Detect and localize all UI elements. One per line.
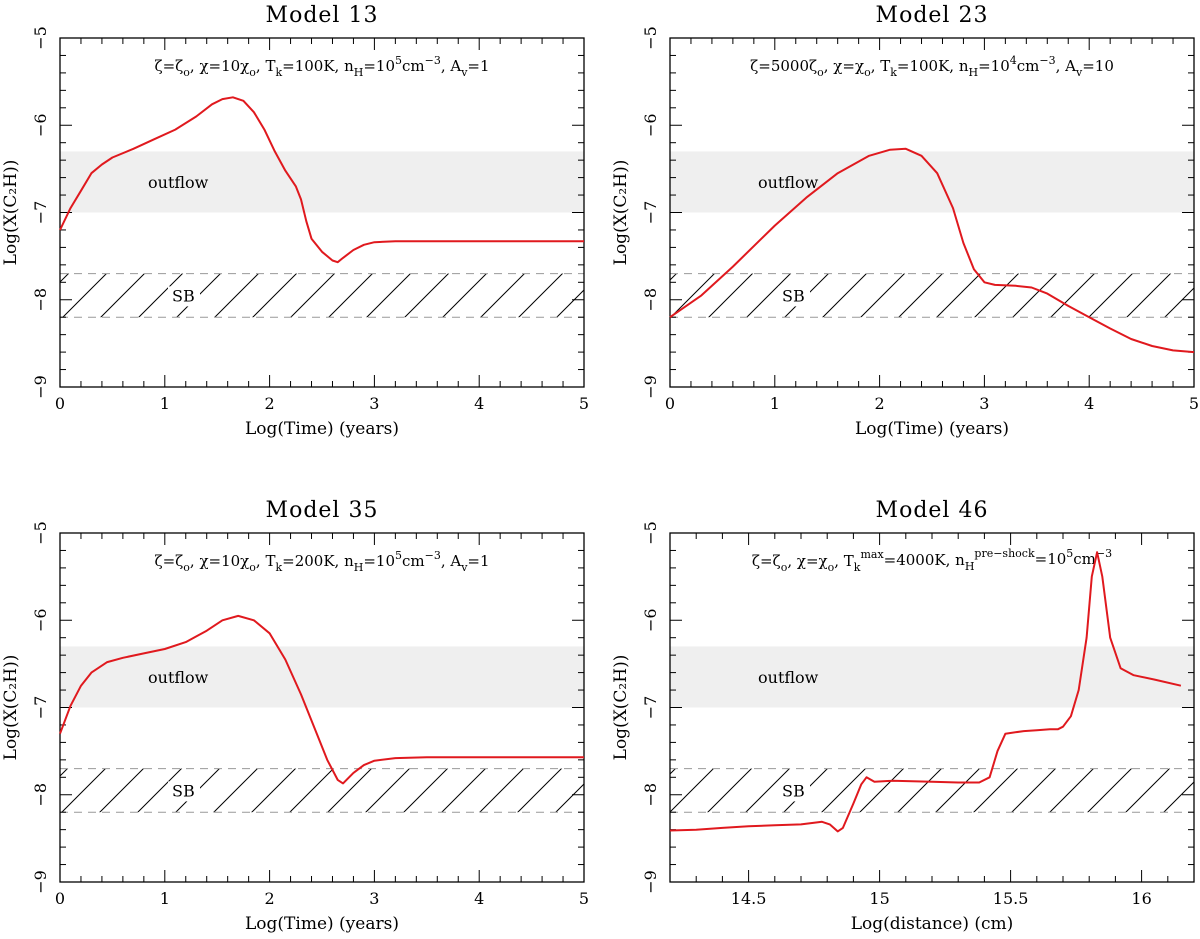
x-axis-label: Log(Time) (years) (245, 914, 399, 934)
y-tick-label: −6 (641, 113, 660, 137)
y-axis-label: Log(X(C₂H)) (1, 160, 21, 266)
x-tick-label: 0 (55, 889, 65, 908)
x-axis-label: Log(Time) (years) (245, 419, 399, 439)
x-tick-label: 3 (979, 394, 989, 413)
c2h-abundance-line (669, 551, 1182, 833)
x-tick-label: 5 (579, 394, 589, 413)
y-tick-label: −7 (641, 696, 660, 720)
x-tick-label: 2 (875, 394, 885, 413)
y-tick-label: −9 (641, 375, 660, 399)
y-tick-label: −5 (641, 521, 660, 545)
x-tick-label: 1 (160, 394, 170, 413)
sb-band (60, 768, 584, 813)
y-tick-label: −8 (31, 288, 50, 312)
x-tick-label: 15 (869, 889, 889, 908)
x-tick-label: 14.5 (731, 889, 767, 908)
x-tick-label: 0 (665, 394, 675, 413)
x-axis-label: Log(distance) (cm) (851, 914, 1014, 934)
y-tick-label: −7 (31, 201, 50, 225)
y-axis-label: Log(X(C₂H)) (611, 655, 631, 761)
x-tick-label: 5 (1189, 394, 1199, 413)
panel-2: outflow SB 0 1 2 3 4 5 −9 −8 −7 −6 −5 Log(Time) (year… (611, 3, 1199, 439)
panel-title: Model 23 (876, 3, 989, 28)
y-tick-label: −9 (31, 375, 50, 399)
sb-label: SB (172, 781, 195, 800)
outflow-label: outflow (758, 173, 819, 192)
y-tick-label: −8 (641, 783, 660, 807)
c2h-abundance-line (59, 96, 584, 264)
x-tick-label: 15.5 (993, 889, 1029, 908)
panel-3: outflow SB 0 1 2 3 4 5 −9 −8 −7 −6 −5 Log(Time) (year… (1, 498, 589, 934)
outflow-label: outflow (148, 668, 209, 687)
model-parameters: ζ=ζo, χ=χo, Tkmax=4000K, nHpre−shock=105… (752, 547, 1112, 574)
sb-label: SB (172, 286, 195, 305)
x-tick-label: 3 (369, 889, 379, 908)
c2h-abundance-line (669, 147, 1195, 354)
x-tick-label: 2 (265, 889, 275, 908)
x-axis-label: Log(Time) (years) (855, 419, 1009, 439)
sb-band (60, 273, 584, 318)
y-tick-label: −7 (641, 201, 660, 225)
outflow-band (60, 151, 584, 213)
x-tick-label: 1 (160, 889, 170, 908)
c2h-abundance-line (59, 614, 584, 785)
model-parameters: ζ=ζo, χ=10χo, Tk=200K, nH=105cm−3, Av=1 (154, 549, 489, 574)
y-tick-label: −8 (31, 783, 50, 807)
x-tick-label: 16 (1131, 889, 1151, 908)
panel-title: Model 46 (876, 498, 989, 523)
outflow-band (670, 646, 1194, 708)
sb-label: SB (782, 286, 805, 305)
y-tick-label: −5 (31, 521, 50, 545)
sb-label: SB (782, 781, 805, 800)
x-tick-label: 3 (369, 394, 379, 413)
y-tick-label: −9 (31, 870, 50, 894)
x-tick-label: 4 (1084, 394, 1094, 413)
outflow-band (670, 151, 1194, 213)
sb-band (670, 273, 1194, 318)
x-tick-label: 4 (474, 394, 484, 413)
outflow-label: outflow (758, 668, 819, 687)
panel-1: outflow SB 0 1 2 3 4 5 −9 −8 −7 −6 −5 Log(Time) (year… (1, 3, 589, 439)
y-tick-label: −9 (641, 870, 660, 894)
x-tick-label: 5 (579, 889, 589, 908)
x-tick-label: 0 (55, 394, 65, 413)
y-tick-label: −5 (31, 26, 50, 50)
y-axis-label: Log(X(C₂H)) (1, 655, 21, 761)
y-tick-label: −8 (641, 288, 660, 312)
panel-4: outflow SB 14.5 15 15.5 16 −9 −8 −7 −6 −5 Log(dista… (611, 498, 1195, 934)
y-tick-label: −7 (31, 696, 50, 720)
y-axis-label: Log(X(C₂H)) (611, 160, 631, 266)
model-parameters: ζ=5000ζo, χ=χo, Tk=100K, nH=104cm−3, Av=… (750, 54, 1114, 79)
model-parameters: ζ=ζo, χ=10χo, Tk=100K, nH=105cm−3, Av=1 (154, 54, 489, 79)
x-tick-label: 4 (474, 889, 484, 908)
y-tick-label: −6 (31, 608, 50, 632)
x-tick-label: 2 (265, 394, 275, 413)
y-tick-label: −6 (31, 113, 50, 137)
y-tick-label: −6 (641, 608, 660, 632)
outflow-label: outflow (148, 173, 209, 192)
x-tick-label: 1 (770, 394, 780, 413)
outflow-band (60, 646, 584, 708)
sb-band (670, 768, 1194, 813)
panel-title: Model 35 (266, 498, 379, 523)
y-tick-label: −5 (641, 26, 660, 50)
panel-title: Model 13 (266, 3, 379, 28)
